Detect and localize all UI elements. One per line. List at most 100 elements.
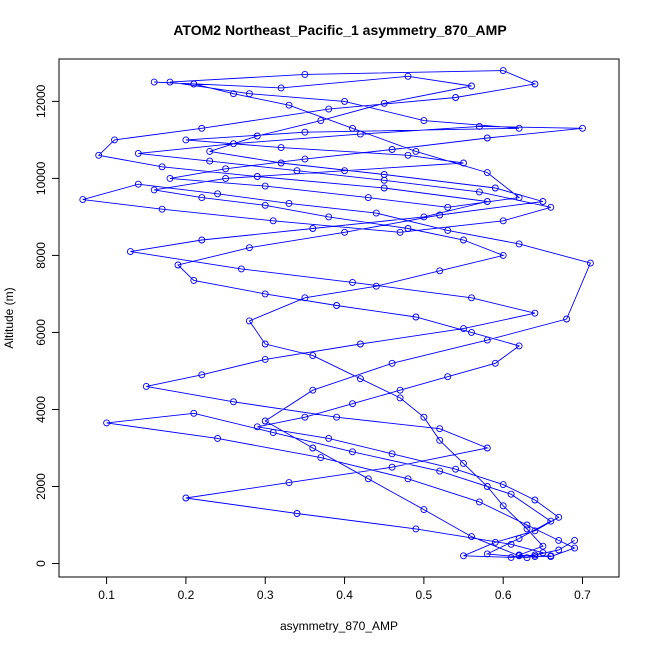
data-point-125 — [301, 155, 309, 163]
data-point-149 — [539, 198, 547, 205]
data-point-34 — [341, 97, 349, 105]
data-point-127 — [166, 174, 174, 182]
y-tick-label-2: 4000 — [34, 396, 48, 423]
data-point-109 — [158, 205, 166, 213]
x-tick-label-4: 0.5 — [416, 588, 433, 602]
data-point-73 — [523, 554, 531, 562]
data-point-21 — [325, 213, 333, 221]
data-point-158 — [468, 328, 475, 336]
data-point-116 — [293, 167, 301, 175]
data-point-69 — [293, 510, 301, 517]
data-point-103 — [444, 226, 452, 234]
series-layer — [82, 70, 592, 559]
data-point-167 — [388, 450, 396, 458]
data-point-156 — [333, 302, 341, 309]
data-point-131 — [515, 194, 523, 202]
data-point-42 — [198, 124, 206, 132]
data-point-74 — [483, 550, 491, 558]
data-point-51 — [198, 236, 206, 244]
data-point-4 — [523, 525, 531, 533]
data-point-136 — [230, 90, 237, 98]
data-point-87 — [523, 521, 531, 529]
data-point-90 — [547, 553, 555, 561]
data-point-24 — [150, 186, 158, 194]
data-point-83 — [214, 434, 222, 442]
data-point-133 — [412, 147, 420, 155]
data-point-15 — [301, 294, 309, 302]
data-point-88 — [555, 536, 563, 544]
data-point-161 — [444, 373, 452, 381]
data-point-113 — [547, 203, 555, 211]
data-point-108 — [79, 196, 87, 204]
data-point-160 — [491, 359, 499, 367]
data-point-61 — [142, 382, 150, 390]
data-point-31 — [301, 128, 309, 136]
series-0-line — [82, 70, 592, 559]
y-tick-label-6: 12000 — [34, 84, 48, 118]
data-point-50 — [309, 225, 317, 232]
data-point-67 — [285, 479, 293, 487]
data-point-58 — [356, 340, 364, 348]
data-point-170 — [531, 496, 539, 504]
data-point-126 — [222, 165, 230, 173]
data-point-91 — [515, 552, 523, 560]
data-point-7 — [460, 459, 467, 467]
data-point-111 — [396, 228, 404, 236]
data-point-22 — [261, 201, 269, 209]
x-axis-label: asymmetry_870_AMP — [280, 619, 398, 633]
data-point-36 — [166, 78, 174, 86]
data-point-135 — [285, 101, 293, 109]
x-tick-label-0: 0.1 — [98, 588, 115, 602]
data-point-166 — [325, 434, 333, 442]
data-point-28 — [404, 151, 412, 159]
data-point-138 — [150, 78, 158, 86]
data-point-151 — [341, 228, 349, 236]
data-point-82 — [103, 419, 111, 427]
data-point-33 — [420, 117, 428, 125]
data-point-106 — [214, 190, 222, 198]
data-point-169 — [499, 481, 507, 489]
data-point-110 — [269, 217, 277, 225]
data-point-57 — [460, 325, 467, 333]
data-point-35 — [245, 90, 253, 98]
data-point-63 — [333, 413, 341, 421]
data-point-44 — [95, 151, 103, 159]
data-point-154 — [190, 276, 198, 284]
data-point-71 — [507, 540, 515, 548]
x-tick-label-5: 0.6 — [495, 588, 512, 602]
data-point-174 — [460, 552, 467, 560]
data-point-27 — [460, 159, 467, 167]
data-point-25 — [222, 174, 230, 182]
data-point-107 — [134, 180, 142, 188]
y-tick-label-0: 0 — [34, 560, 48, 567]
data-point-12 — [309, 352, 317, 360]
data-point-98 — [388, 359, 396, 367]
data-point-163 — [349, 400, 356, 408]
data-point-157 — [412, 313, 420, 321]
data-point-46 — [253, 173, 261, 180]
data-point-54 — [349, 278, 356, 286]
data-point-148 — [491, 184, 499, 192]
data-point-165 — [253, 423, 261, 431]
data-point-14 — [245, 317, 253, 325]
data-point-122 — [579, 124, 586, 132]
data-point-47 — [380, 184, 388, 192]
data-point-100 — [563, 315, 571, 323]
data-point-26 — [341, 167, 349, 175]
data-point-30 — [182, 136, 190, 144]
data-point-41 — [325, 105, 333, 113]
data-point-86 — [475, 498, 483, 506]
data-point-93 — [420, 506, 428, 514]
data-point-147 — [380, 171, 388, 178]
data-point-45 — [158, 163, 166, 171]
data-point-64 — [436, 425, 444, 433]
data-point-130 — [444, 203, 452, 211]
data-point-173 — [491, 538, 499, 546]
data-point-141 — [468, 82, 475, 90]
data-point-104 — [372, 209, 380, 217]
data-point-153 — [174, 261, 182, 269]
data-point-81 — [190, 409, 198, 417]
data-point-124 — [388, 146, 396, 153]
data-point-118 — [134, 149, 142, 157]
data-point-11 — [356, 375, 364, 383]
